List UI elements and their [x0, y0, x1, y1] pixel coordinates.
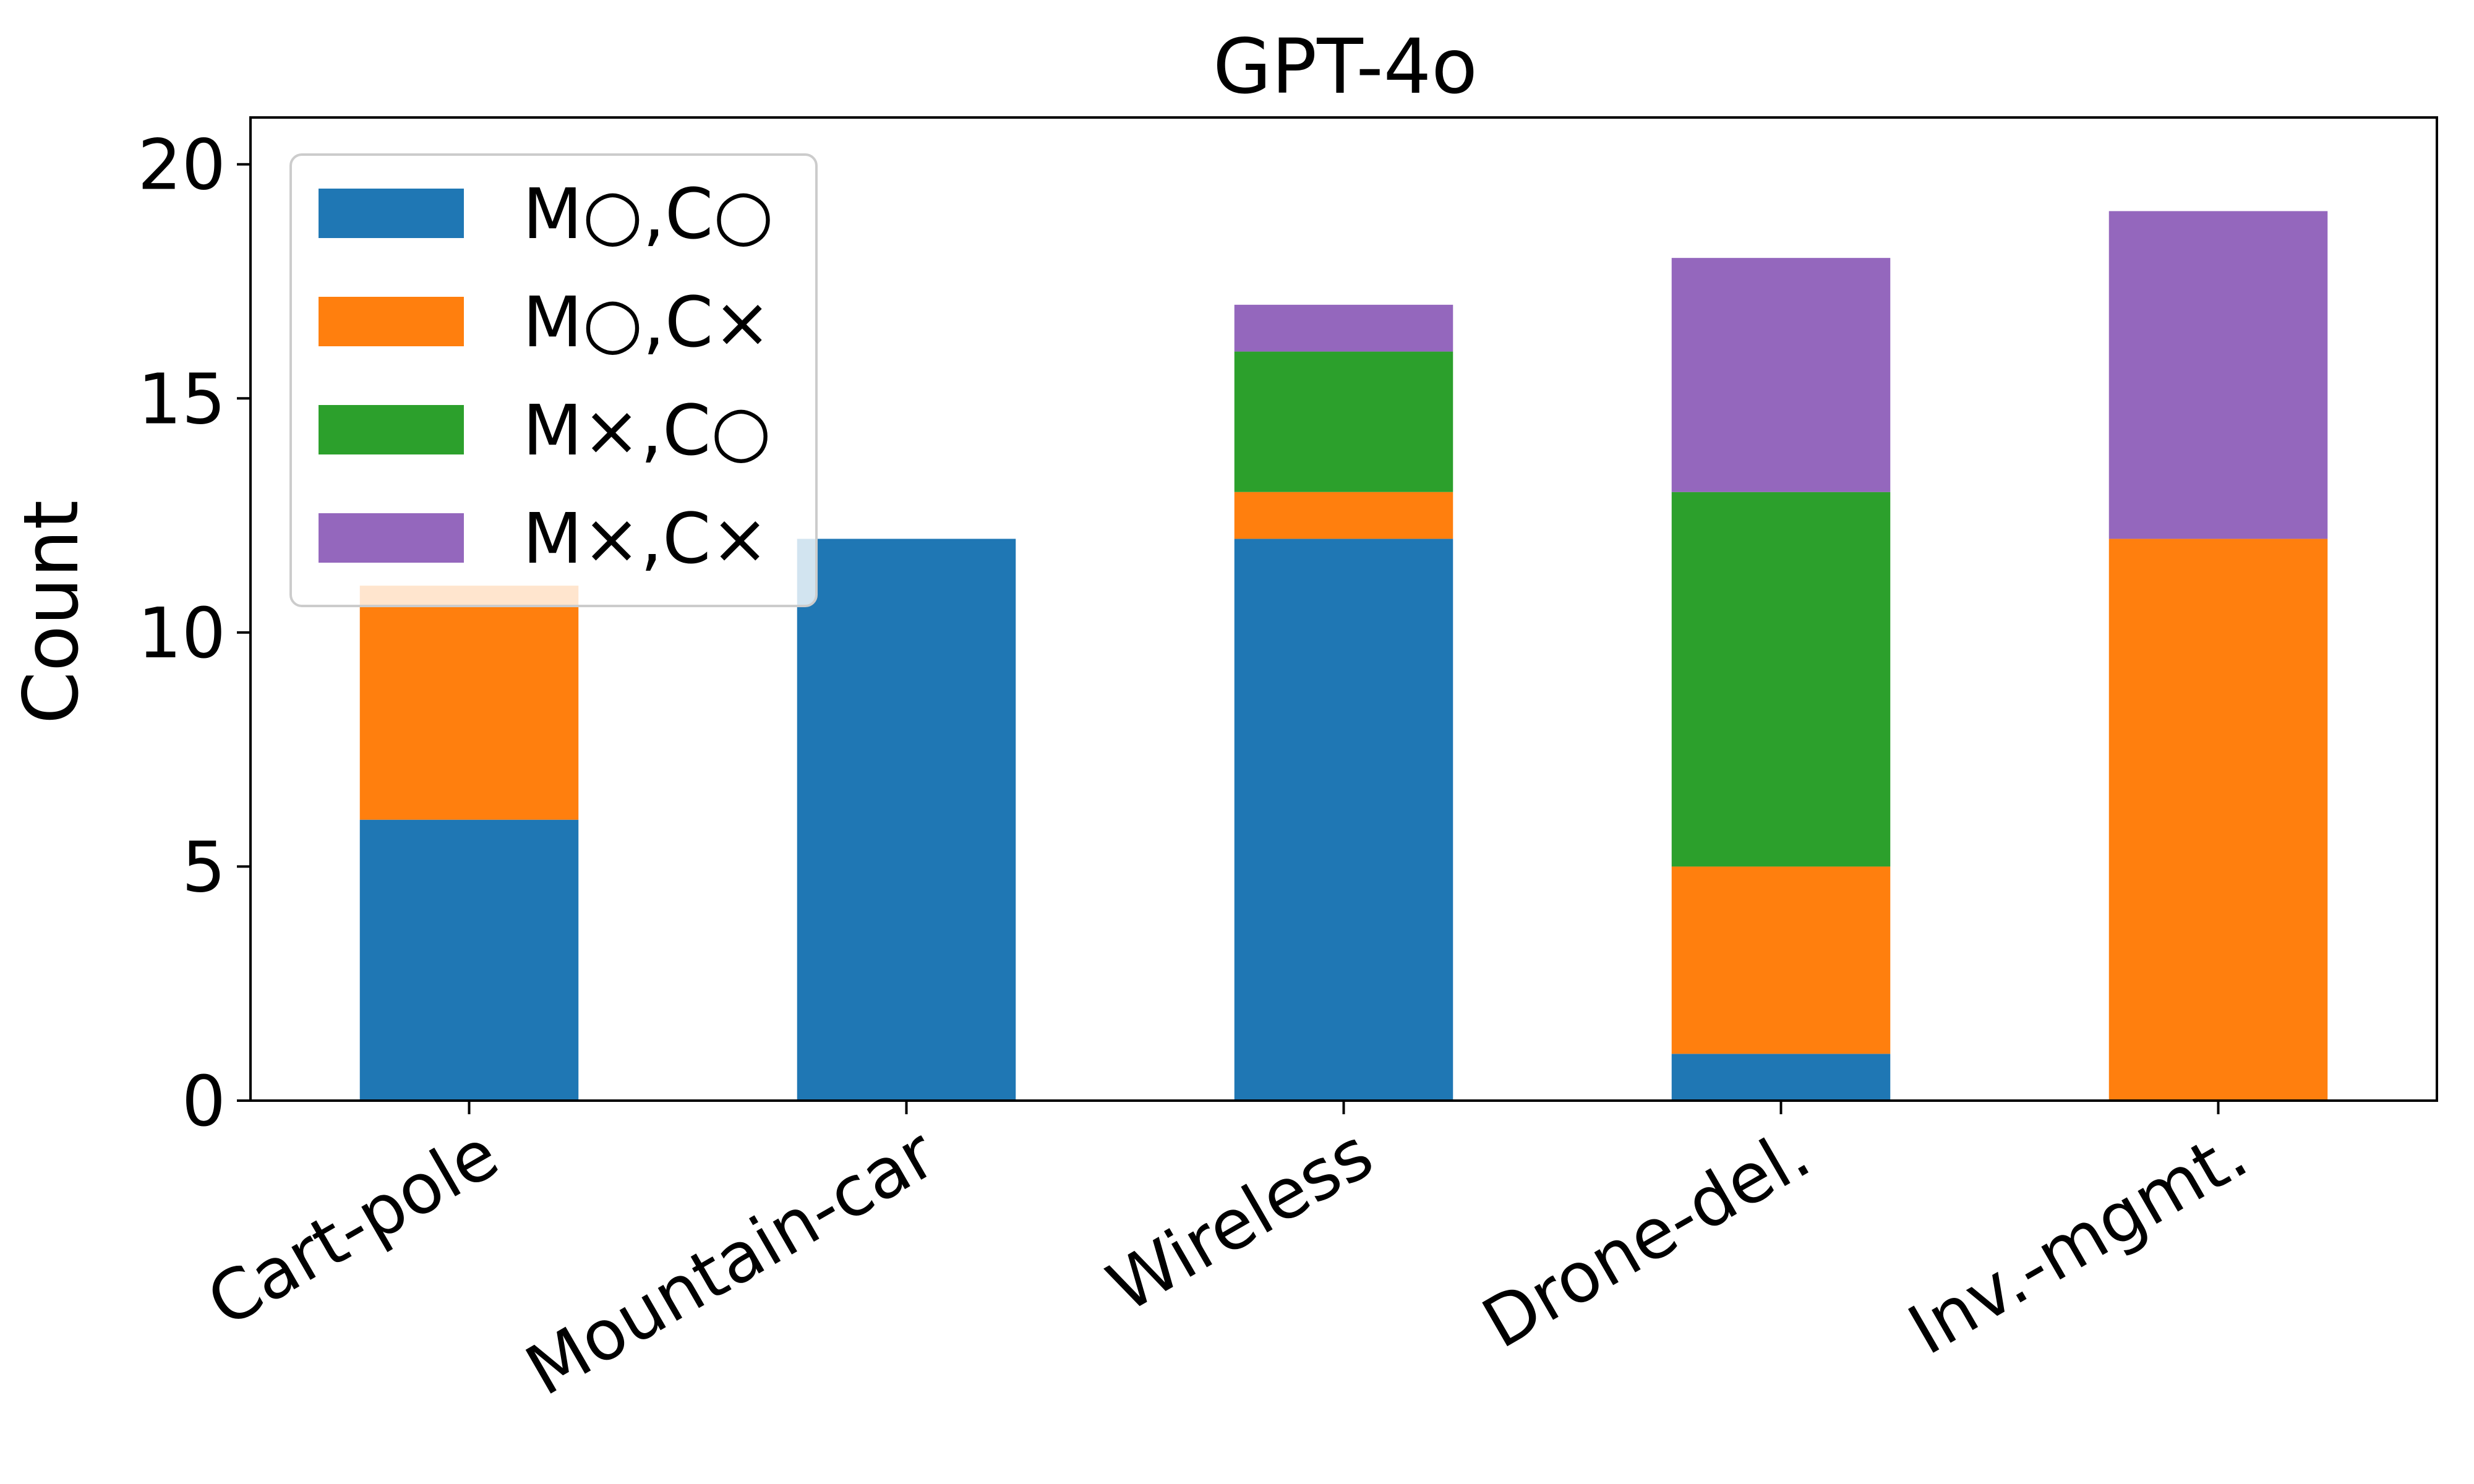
- legend-label: M×,C○: [523, 391, 771, 471]
- legend-frame: [289, 153, 818, 607]
- x-tick-label: Cart-pole: [194, 1114, 511, 1343]
- bar-drone-del--series-3: [1671, 492, 1891, 867]
- bars-group: [359, 211, 2328, 1101]
- bar-wireless-series-3: [1234, 351, 1453, 492]
- y-tick-label: 20: [137, 126, 226, 206]
- legend: M○,C○ M○,C× M×,C○ M×,C×: [289, 153, 818, 607]
- legend-swatch: [319, 297, 464, 346]
- legend-swatch: [319, 513, 464, 563]
- legend-label: M×,C×: [523, 499, 769, 579]
- y-axis: 0 5 10 15 20: [137, 126, 250, 1142]
- bar-mountain-car-series-1: [797, 539, 1016, 1101]
- x-tick-label: Inv.-mgmt.: [1896, 1114, 2261, 1371]
- bar-drone-del--series-2: [1671, 866, 1891, 1054]
- bar-drone-del--series-4: [1671, 258, 1891, 492]
- chart-title: GPT-4o: [1213, 23, 1478, 111]
- x-tick-label: Drone-del.: [1470, 1114, 1823, 1364]
- legend-label: M○,C○: [523, 174, 774, 255]
- bar-wireless-series-1: [1234, 539, 1453, 1101]
- y-axis-label: Count: [7, 500, 95, 724]
- x-tick-label: Mountain-car: [513, 1113, 949, 1411]
- bar-inv-mgmt--series-4: [2108, 211, 2328, 539]
- y-tick-label: 10: [137, 594, 226, 674]
- legend-swatch: [319, 405, 464, 454]
- y-tick-label: 5: [182, 827, 226, 908]
- x-axis: Cart-pole Mountain-car Wireless Drone-del. I…: [194, 1101, 2261, 1412]
- y-tick-label: 0: [182, 1062, 226, 1142]
- bar-cart-pole-series-2: [359, 586, 579, 820]
- legend-label: M○,C×: [523, 283, 771, 363]
- bar-drone-del--series-1: [1671, 1054, 1891, 1101]
- x-tick-label: Wireless: [1095, 1114, 1386, 1328]
- bar-cart-pole-series-1: [359, 819, 579, 1101]
- legend-swatch: [319, 189, 464, 238]
- bar-wireless-series-4: [1234, 304, 1453, 352]
- bar-wireless-series-2: [1234, 492, 1453, 539]
- y-tick-label: 15: [137, 359, 226, 440]
- bar-inv-mgmt--series-2: [2108, 539, 2328, 1101]
